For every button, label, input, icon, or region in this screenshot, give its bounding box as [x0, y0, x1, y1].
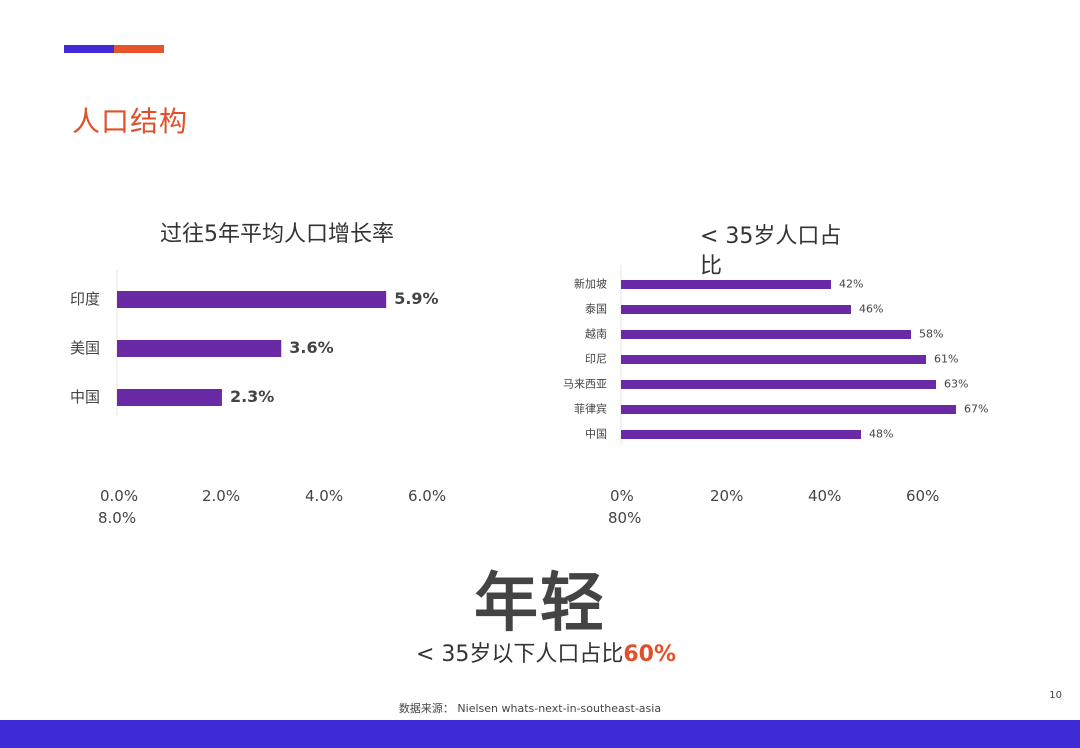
category-label: 菲律宾 [574, 402, 607, 416]
value-label: 46% [859, 303, 883, 316]
chart1-x-tick: 2.0% [202, 487, 241, 505]
category-label: 印度 [70, 290, 100, 308]
value-label: 63% [944, 378, 968, 391]
chart1-x-tick: 0.0% [100, 487, 139, 505]
chart2-title: < 35岁人口占比 [700, 224, 842, 279]
source-note: 数据来源： Nielsen whats-next-in-southeast-as… [398, 702, 662, 715]
value-label: 42% [839, 278, 863, 291]
value-label: 2.3% [230, 387, 274, 406]
chart2-x-tick: 0% [610, 487, 634, 505]
page-number: 10 [1049, 690, 1062, 701]
chart2-x-tick: 20% [710, 487, 744, 505]
chart2-x-tick: 40% [808, 487, 842, 505]
bar [621, 380, 936, 389]
value-label: 61% [934, 353, 958, 366]
bar [621, 405, 956, 414]
category-label: 中国 [70, 388, 100, 406]
chart2-x-tick: 60% [906, 487, 940, 505]
subline-text: < 35岁以下人口占比 [415, 642, 624, 667]
bar [621, 430, 861, 439]
chart1-x-tick: 4.0% [305, 487, 344, 505]
chart1-x-tick: 6.0% [408, 487, 447, 505]
category-label: 马来西亚 [563, 378, 607, 391]
bar [621, 280, 831, 289]
accent-bar [64, 45, 164, 53]
headline: 年轻 [474, 567, 606, 641]
under-35-share-chart: 新加坡 42% 泰国 46% 越南 58% 印尼 61% 马来西亚 63% 菲律宾 67% 中国 48% [563, 265, 988, 445]
category-label: 印尼 [585, 353, 607, 366]
bar [621, 305, 851, 314]
value-label: 5.9% [394, 289, 438, 308]
category-label: 美国 [70, 339, 100, 357]
bar [621, 355, 926, 364]
value-label: 48% [869, 428, 893, 441]
chart1-title: 过往5年平均人口增长率 [160, 222, 394, 247]
subline: < 35岁以下人口占比60% [0, 636, 1080, 668]
bar [117, 291, 387, 308]
value-label: 67% [964, 403, 988, 416]
growth-rate-chart: 印度 5.9% 美国 3.6% 中国 2.3% [70, 270, 439, 415]
section-title: 人口结构 [72, 105, 189, 138]
category-label: 越南 [585, 327, 607, 341]
chart2-x-tick: 80% [608, 509, 642, 527]
subline-highlight: 60% [623, 642, 677, 667]
bar [117, 340, 282, 357]
footer-band [0, 720, 1080, 748]
category-label: 中国 [585, 428, 607, 441]
accent-bar-orange [114, 45, 164, 53]
value-label: 58% [919, 328, 943, 341]
bar [621, 330, 911, 339]
chart1-x-tick: 8.0% [98, 509, 137, 527]
category-label: 新加坡 [574, 277, 607, 291]
accent-bar-blue [64, 45, 114, 53]
bar [117, 389, 222, 406]
category-label: 泰国 [585, 302, 607, 316]
value-label: 3.6% [289, 338, 333, 357]
